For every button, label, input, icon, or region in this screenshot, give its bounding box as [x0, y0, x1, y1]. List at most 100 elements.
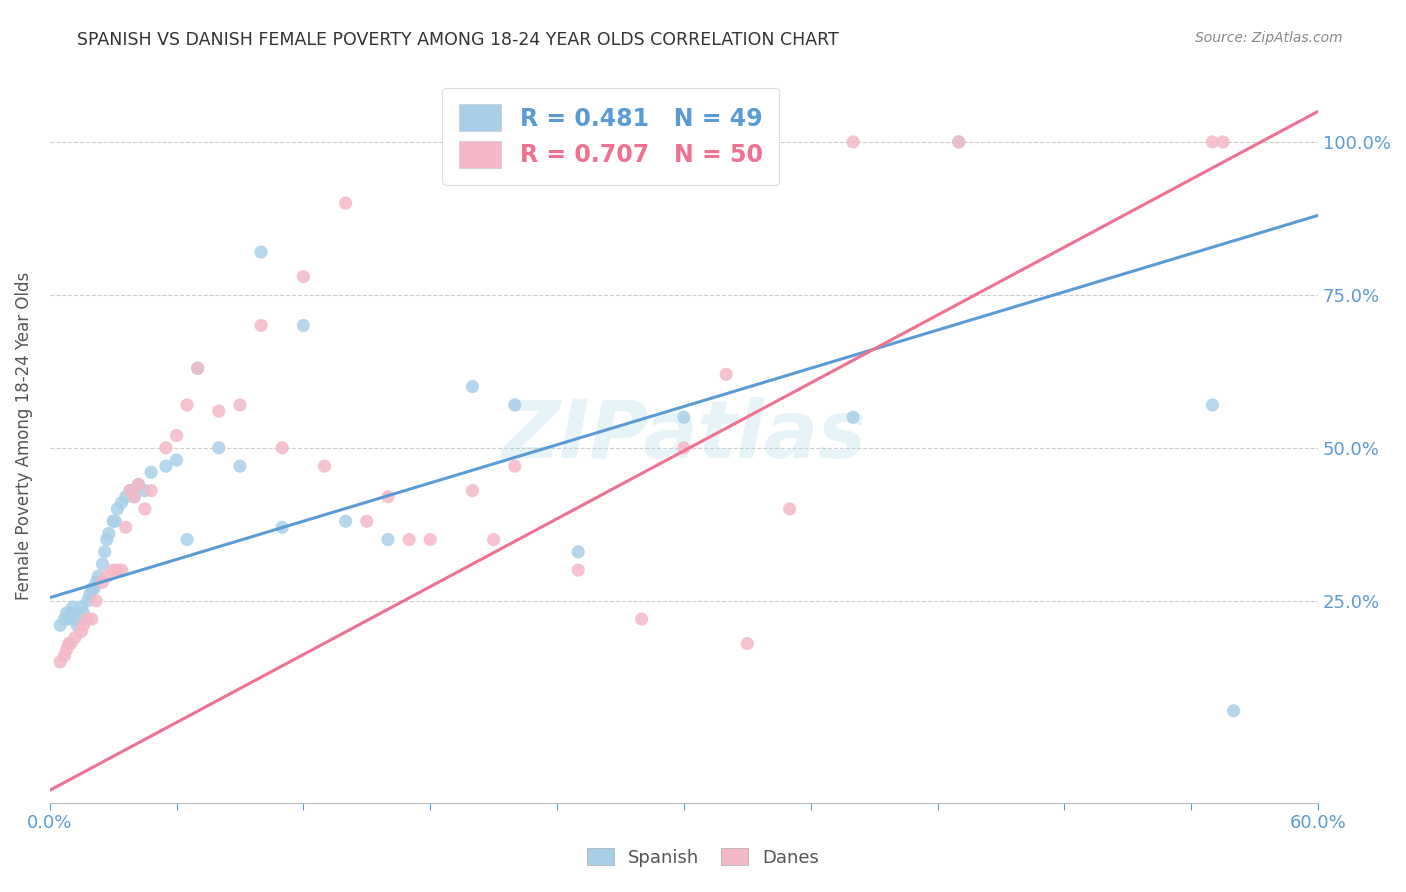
Point	[63, 612, 86, 626]
Point	[187, 361, 209, 376]
Point	[176, 398, 198, 412]
Point	[105, 563, 128, 577]
Point	[166, 453, 188, 467]
Point	[842, 135, 865, 149]
Point	[503, 459, 526, 474]
Point	[87, 569, 110, 583]
Point	[59, 636, 82, 650]
Point	[842, 410, 865, 425]
Point	[461, 379, 484, 393]
Point	[134, 483, 156, 498]
Point	[335, 514, 357, 528]
Point	[377, 533, 399, 547]
Point	[461, 483, 484, 498]
Point	[503, 398, 526, 412]
Point	[166, 428, 188, 442]
Point	[356, 514, 378, 528]
Point	[948, 135, 970, 149]
Point	[271, 441, 294, 455]
Point	[155, 441, 177, 455]
Point	[155, 459, 177, 474]
Point	[1201, 135, 1223, 149]
Point	[292, 269, 315, 284]
Point	[122, 490, 145, 504]
Point	[93, 545, 115, 559]
Point	[72, 618, 94, 632]
Point	[58, 612, 80, 626]
Point	[567, 545, 589, 559]
Point	[118, 483, 141, 498]
Point	[127, 477, 149, 491]
Point	[76, 593, 98, 607]
Point	[114, 490, 136, 504]
Point	[335, 196, 357, 211]
Point	[80, 582, 103, 596]
Point	[482, 533, 505, 547]
Point	[101, 514, 124, 528]
Point	[122, 490, 145, 504]
Point	[948, 135, 970, 149]
Point	[84, 575, 107, 590]
Point	[72, 606, 94, 620]
Point	[779, 502, 801, 516]
Point	[79, 588, 101, 602]
Point	[49, 618, 72, 632]
Legend: Spanish, Danes: Spanish, Danes	[578, 839, 828, 876]
Point	[80, 612, 103, 626]
Point	[229, 398, 252, 412]
Y-axis label: Female Poverty Among 18-24 Year Olds: Female Poverty Among 18-24 Year Olds	[15, 271, 32, 599]
Point	[567, 563, 589, 577]
Point	[187, 361, 209, 376]
Point	[314, 459, 336, 474]
Point	[672, 410, 695, 425]
Point	[91, 575, 114, 590]
Point	[1212, 135, 1234, 149]
Point	[139, 465, 162, 479]
Point	[59, 606, 82, 620]
Point	[66, 618, 89, 632]
Text: Source: ZipAtlas.com: Source: ZipAtlas.com	[1195, 31, 1343, 45]
Point	[83, 582, 105, 596]
Point	[672, 441, 695, 455]
Point	[208, 441, 231, 455]
Point	[49, 655, 72, 669]
Point	[101, 563, 124, 577]
Point	[737, 636, 759, 650]
Point	[630, 612, 652, 626]
Point	[96, 569, 118, 583]
Point	[292, 318, 315, 333]
Point	[58, 636, 80, 650]
Point	[118, 483, 141, 498]
Point	[134, 502, 156, 516]
Point	[70, 599, 93, 614]
Point	[104, 514, 127, 528]
Point	[250, 318, 273, 333]
Text: ZIPatlas: ZIPatlas	[502, 397, 866, 475]
Point	[110, 563, 132, 577]
Point	[419, 533, 441, 547]
Point	[250, 245, 273, 260]
Point	[1222, 704, 1244, 718]
Point	[1201, 398, 1223, 412]
Point	[127, 477, 149, 491]
Point	[110, 496, 132, 510]
Point	[63, 631, 86, 645]
Point	[96, 533, 118, 547]
Point	[53, 648, 76, 663]
Text: SPANISH VS DANISH FEMALE POVERTY AMONG 18-24 YEAR OLDS CORRELATION CHART: SPANISH VS DANISH FEMALE POVERTY AMONG 1…	[77, 31, 839, 49]
Point	[377, 490, 399, 504]
Point	[84, 593, 107, 607]
Point	[53, 612, 76, 626]
Legend: R = 0.481   N = 49, R = 0.707   N = 50: R = 0.481 N = 49, R = 0.707 N = 50	[441, 87, 779, 185]
Point	[55, 642, 77, 657]
Point	[139, 483, 162, 498]
Point	[70, 624, 93, 639]
Point	[55, 606, 77, 620]
Point	[208, 404, 231, 418]
Point	[114, 520, 136, 534]
Point	[176, 533, 198, 547]
Point	[62, 599, 84, 614]
Point	[76, 612, 98, 626]
Point	[91, 557, 114, 571]
Point	[105, 502, 128, 516]
